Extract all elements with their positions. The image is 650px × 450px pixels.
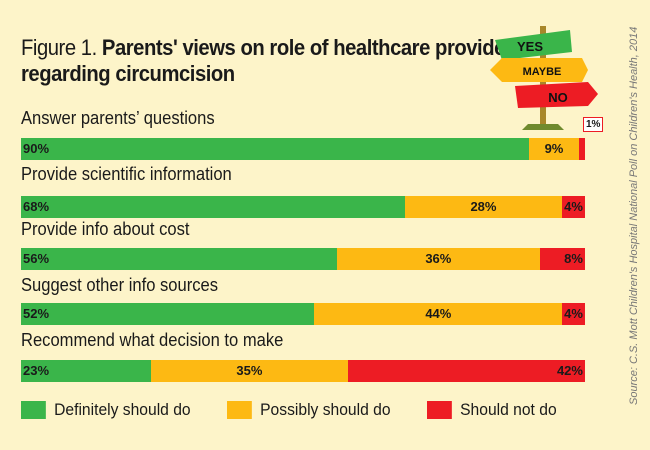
legend-swatch: [227, 401, 253, 419]
chart-title: Figure 1. Parents' views on role of heal…: [21, 35, 600, 87]
data-label: 28%: [470, 199, 497, 214]
legend-swatch: [427, 401, 452, 419]
svg-text:NO: NO: [548, 90, 568, 105]
bar-segment: 52%: [21, 303, 315, 325]
bar-segment: 36%: [336, 248, 540, 270]
legend-label: Definitely should do: [54, 400, 191, 419]
data-label: 4%: [564, 306, 583, 321]
bar-segment: 28%: [404, 196, 563, 218]
bar-segment: 90%: [21, 138, 529, 160]
data-label: 4%: [564, 199, 583, 214]
bar-row: 90% 9%: [21, 138, 585, 160]
bar-row: 52% 44% 4%: [21, 303, 585, 325]
signpost-logo: YES MAYBE NO: [490, 26, 598, 130]
data-label: 44%: [425, 306, 452, 321]
title-text: Parents' views on role of healthcare pro…: [21, 35, 524, 86]
legend-item: Should not do: [427, 400, 557, 420]
legend: Definitely should do Possibly should do Sh…: [21, 400, 590, 420]
data-label: 52%: [23, 306, 50, 321]
category-label: Provide info about cost: [21, 219, 190, 239]
bar-row: 68% 28% 4%: [21, 196, 585, 218]
data-label: 36%: [425, 251, 452, 266]
bar-segment: [579, 138, 585, 160]
legend-item: Possibly should do: [227, 400, 391, 420]
category-label: Answer parents’ questions: [21, 108, 215, 128]
legend-item: Definitely should do: [21, 400, 191, 420]
category-label: Recommend what decision to make: [21, 330, 284, 350]
data-label: 35%: [236, 363, 263, 378]
data-label: 42%: [556, 363, 583, 378]
svg-text:MAYBE: MAYBE: [523, 66, 562, 78]
bar-segment: 35%: [150, 360, 349, 382]
bar-segment: 42%: [348, 360, 585, 382]
bar-row: 56% 36% 8%: [21, 248, 585, 270]
bar-segment: 44%: [314, 303, 563, 325]
legend-label: Should not do: [460, 400, 557, 419]
bar-segment: 4%: [562, 196, 585, 218]
data-label: 23%: [23, 363, 50, 378]
data-label-callout: 1%: [583, 117, 604, 132]
title-prefix: Figure 1.: [21, 35, 97, 60]
bar-segment: 9%: [528, 138, 580, 160]
category-label: Provide scientific information: [21, 164, 232, 184]
bar-segment: 4%: [562, 303, 585, 325]
data-label: 9%: [544, 141, 564, 156]
bar-segment: 56%: [21, 248, 337, 270]
data-label: 8%: [564, 251, 583, 266]
svg-text:YES: YES: [517, 39, 543, 54]
data-label: 68%: [23, 199, 50, 214]
data-label: 90%: [23, 141, 50, 156]
bar-row: 23% 35% 42%: [21, 360, 585, 382]
legend-label: Possibly should do: [260, 400, 391, 419]
source-note: Source: C.S. Mott Children's Hospital Na…: [628, 26, 640, 405]
category-label: Suggest other info sources: [21, 275, 219, 295]
legend-swatch: [21, 401, 46, 419]
bar-segment: 8%: [539, 248, 585, 270]
bar-segment: 23%: [21, 360, 151, 382]
data-label: 56%: [23, 251, 50, 266]
bar-segment: 68%: [21, 196, 405, 218]
